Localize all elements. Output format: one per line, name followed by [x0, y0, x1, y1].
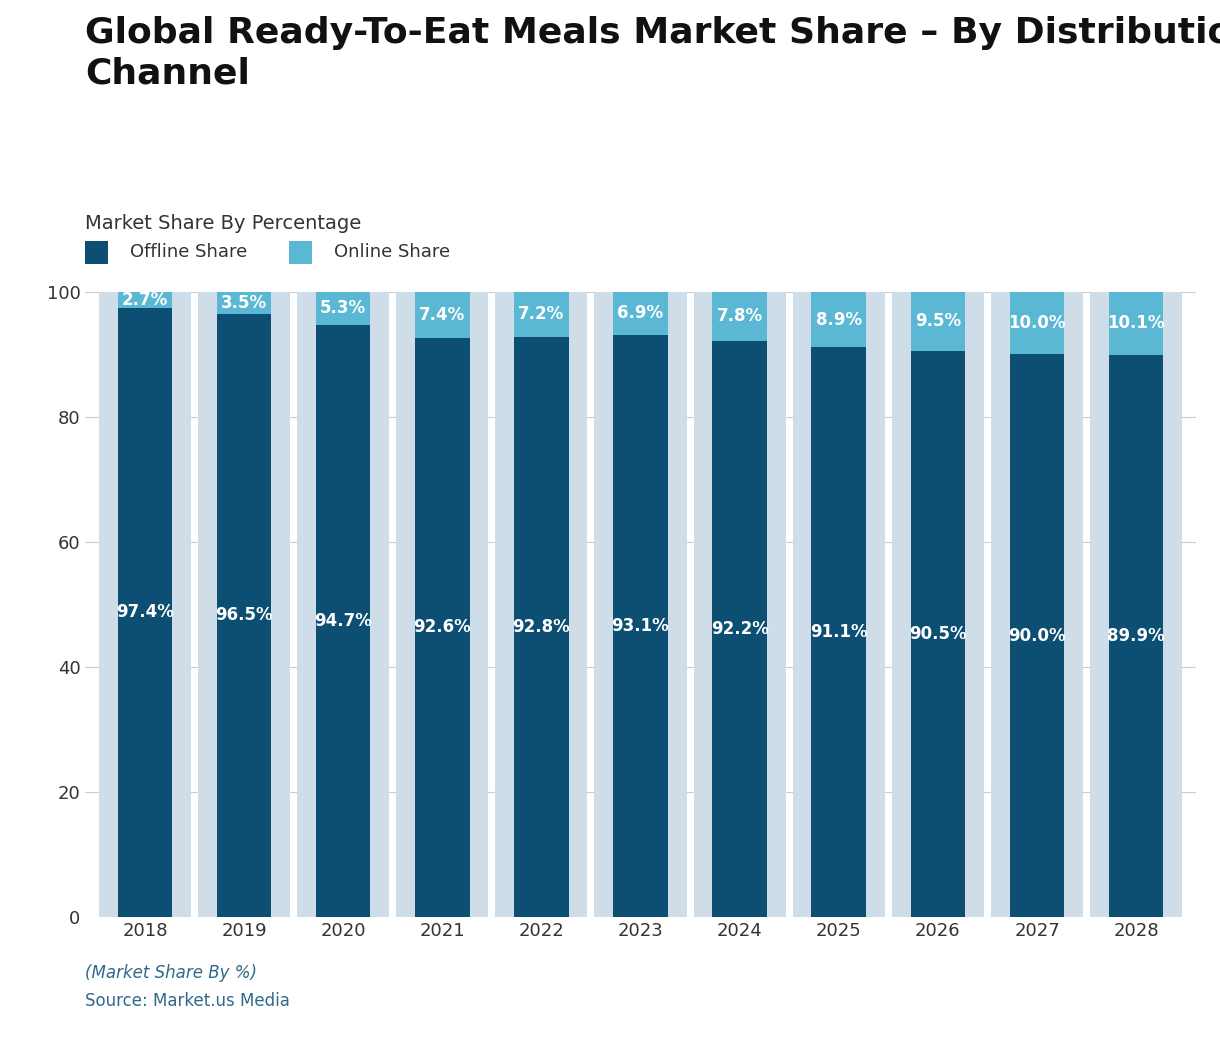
Bar [693, 292, 786, 917]
Bar [415, 338, 470, 917]
Text: 5.3%: 5.3% [320, 299, 366, 318]
Bar [1089, 292, 1182, 917]
Bar [892, 292, 985, 917]
Bar [1010, 354, 1064, 917]
Text: 7.8%: 7.8% [716, 307, 762, 325]
Text: 92.2%: 92.2% [711, 620, 769, 638]
Bar [495, 292, 588, 917]
Text: 92.8%: 92.8% [512, 618, 570, 636]
Text: 93.1%: 93.1% [611, 617, 670, 635]
Text: (Market Share By %): (Market Share By %) [85, 964, 257, 982]
Text: 7.4%: 7.4% [420, 306, 465, 324]
Text: 90.5%: 90.5% [909, 625, 966, 643]
Bar [910, 292, 965, 351]
Text: 2.7%: 2.7% [122, 291, 168, 308]
Text: Source: Market.us Media: Source: Market.us Media [85, 992, 290, 1010]
Bar [614, 334, 667, 917]
Text: Market Share By Percentage: Market Share By Percentage [85, 214, 361, 232]
Bar [793, 292, 884, 917]
Text: 10.1%: 10.1% [1108, 315, 1165, 332]
Bar [1010, 292, 1064, 354]
Bar [296, 292, 389, 917]
Text: 90.0%: 90.0% [1008, 626, 1066, 645]
Text: 3.5%: 3.5% [221, 294, 267, 312]
Bar [712, 341, 767, 917]
Bar [117, 308, 172, 917]
Bar [1109, 355, 1164, 917]
Text: Offline Share: Offline Share [131, 243, 248, 262]
Bar [594, 292, 687, 917]
Text: 94.7%: 94.7% [315, 612, 372, 630]
Text: 96.5%: 96.5% [215, 606, 273, 624]
Bar [811, 347, 866, 917]
Text: 10.0%: 10.0% [1008, 314, 1066, 332]
Text: 89.9%: 89.9% [1108, 627, 1165, 645]
Bar [415, 292, 470, 338]
Bar [217, 314, 271, 917]
Bar [1109, 292, 1164, 355]
Bar [811, 292, 866, 347]
Text: 91.1%: 91.1% [810, 623, 867, 641]
Bar [198, 292, 290, 917]
Text: 97.4%: 97.4% [116, 603, 173, 621]
Bar [316, 325, 371, 917]
Text: Online Share: Online Share [334, 243, 450, 262]
Bar [991, 292, 1083, 917]
Bar [514, 337, 569, 917]
Bar [910, 351, 965, 917]
Text: 8.9%: 8.9% [816, 311, 861, 328]
Text: 7.2%: 7.2% [518, 305, 565, 323]
Text: Global Ready-To-Eat Meals Market Share – By Distribution
Channel: Global Ready-To-Eat Meals Market Share –… [85, 16, 1220, 91]
Text: 6.9%: 6.9% [617, 304, 664, 322]
Text: 9.5%: 9.5% [915, 313, 961, 330]
Text: 92.6%: 92.6% [414, 619, 471, 637]
Bar [614, 292, 667, 334]
Bar [217, 292, 271, 314]
Bar [712, 292, 767, 341]
Bar [396, 292, 488, 917]
Bar [514, 292, 569, 337]
Bar [316, 292, 371, 325]
Bar [117, 291, 172, 308]
Bar [99, 292, 192, 917]
